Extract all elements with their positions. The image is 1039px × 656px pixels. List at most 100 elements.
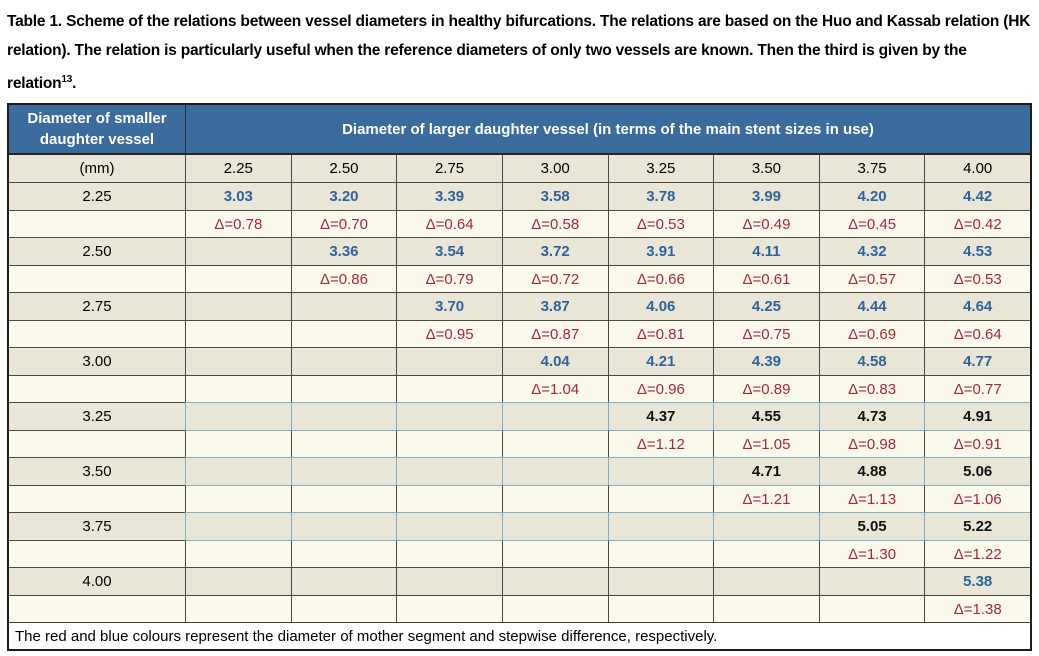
empty-cell: [501, 457, 608, 486]
value-row-3.25: 3.25 4.37 4.55 4.73 4.91: [9, 402, 1030, 431]
stepwise-difference-cell: Δ=0.66: [607, 265, 714, 293]
mother-diameter-cell: 4.58: [818, 347, 925, 376]
stepwise-difference-cell: Δ=0.58: [501, 210, 608, 238]
column-header-3.50: 3.50: [713, 153, 819, 183]
empty-cell: [290, 430, 397, 458]
empty-cell: [818, 567, 925, 596]
row-label-2.75: 2.75: [9, 292, 185, 321]
mother-diameter-cell: 3.99: [713, 182, 819, 211]
caption-text: Table 1. Scheme of the relations between…: [7, 13, 1031, 93]
unit-label: (mm): [9, 153, 185, 183]
empty-cell: [290, 292, 397, 321]
empty-cell: [290, 320, 397, 348]
mother-diameter-cell: 3.03: [185, 182, 291, 211]
mother-diameter-cell: 3.91: [607, 237, 714, 266]
empty-cell: [607, 540, 714, 568]
empty-cell: [501, 430, 608, 458]
empty-cell: [185, 402, 291, 431]
footnote-text: The red and blue colours represent the d…: [9, 622, 1030, 650]
stepwise-difference-cell: Δ=0.72: [501, 265, 608, 293]
empty-cell: [396, 430, 502, 458]
stepwise-difference-cell: Δ=0.91: [924, 430, 1030, 458]
stepwise-difference-cell: Δ=0.53: [924, 265, 1030, 293]
stepwise-difference-cell: Δ=0.53: [607, 210, 714, 238]
empty-cell: [185, 347, 291, 376]
delta-row-3.75: Δ=1.30 Δ=1.22: [9, 540, 1030, 568]
empty-cell: [185, 540, 291, 568]
stepwise-difference-cell: Δ=0.78: [185, 210, 291, 238]
stepwise-difference-cell: Δ=1.12: [607, 430, 714, 458]
value-row-2.50: 2.50 3.36 3.54 3.72 3.91 4.11 4.32 4.53: [9, 237, 1030, 266]
column-header-3.75: 3.75: [818, 153, 925, 183]
empty-label-cell: [9, 485, 185, 513]
row-label-2.50: 2.50: [9, 237, 185, 266]
mother-diameter-cell: 4.73: [818, 402, 925, 431]
value-row-4.00: 4.00 5.38: [9, 567, 1030, 596]
stepwise-difference-cell: Δ=1.05: [713, 430, 819, 458]
empty-cell: [185, 375, 291, 403]
empty-cell: [607, 457, 714, 486]
main-header-larger-daughter: Diameter of larger daughter vessel (in t…: [185, 105, 1030, 154]
value-row-3.75: 3.75 5.05 5.22: [9, 512, 1030, 541]
empty-cell: [185, 320, 291, 348]
row-label-3.50: 3.50: [9, 457, 185, 486]
footnote-row: The red and blue colours represent the d…: [9, 622, 1030, 650]
empty-cell: [396, 402, 502, 431]
empty-cell: [501, 595, 608, 623]
stepwise-difference-cell: Δ=0.98: [818, 430, 925, 458]
empty-cell: [185, 512, 291, 541]
mother-diameter-cell: 4.37: [607, 402, 714, 431]
column-header-2.75: 2.75: [396, 153, 502, 183]
empty-cell: [396, 457, 502, 486]
mother-diameter-cell: 3.78: [607, 182, 714, 211]
mother-diameter-cell: 4.20: [818, 182, 925, 211]
mother-diameter-cell: 4.91: [924, 402, 1030, 431]
empty-cell: [713, 567, 819, 596]
column-header-3.00: 3.00: [501, 153, 608, 183]
empty-cell: [290, 457, 397, 486]
stepwise-difference-cell: Δ=0.64: [396, 210, 502, 238]
stepwise-difference-cell: Δ=0.70: [290, 210, 397, 238]
stepwise-difference-cell: Δ=1.06: [924, 485, 1030, 513]
stepwise-difference-cell: Δ=0.64: [924, 320, 1030, 348]
empty-cell: [713, 512, 819, 541]
empty-cell: [501, 512, 608, 541]
delta-row-3.00: Δ=1.04 Δ=0.96 Δ=0.89 Δ=0.83 Δ=0.77: [9, 375, 1030, 403]
empty-cell: [290, 512, 397, 541]
empty-label-cell: [9, 430, 185, 458]
row-label-3.75: 3.75: [9, 512, 185, 541]
empty-cell: [185, 292, 291, 321]
mother-diameter-cell: 4.06: [607, 292, 714, 321]
empty-cell: [290, 402, 397, 431]
caption-reference-superscript: 13: [61, 74, 73, 85]
empty-cell: [290, 595, 397, 623]
mother-diameter-cell: 4.42: [924, 182, 1030, 211]
unit-row: (mm) 2.25 2.50 2.75 3.00 3.25 3.50 3.75 4.00: [9, 153, 1030, 183]
table-caption: Table 1. Scheme of the relations between…: [0, 0, 1039, 98]
mother-diameter-cell: 5.38: [924, 567, 1030, 596]
empty-cell: [607, 512, 714, 541]
mother-diameter-cell: 5.06: [924, 457, 1030, 486]
stepwise-difference-cell: Δ=1.22: [924, 540, 1030, 568]
value-row-3.00: 3.00 4.04 4.21 4.39 4.58 4.77: [9, 347, 1030, 376]
stepwise-difference-cell: Δ=0.49: [713, 210, 819, 238]
mother-diameter-cell: 3.39: [396, 182, 502, 211]
stepwise-difference-cell: Δ=0.69: [818, 320, 925, 348]
stepwise-difference-cell: Δ=0.79: [396, 265, 502, 293]
stepwise-difference-cell: Δ=0.61: [713, 265, 819, 293]
empty-cell: [185, 265, 291, 293]
bifurcation-diameter-table: Diameter of smaller daughter vessel Diam…: [9, 105, 1030, 650]
mother-diameter-cell: 4.64: [924, 292, 1030, 321]
delta-row-2.50: Δ=0.86 Δ=0.79 Δ=0.72 Δ=0.66 Δ=0.61 Δ=0.57 Δ=0.…: [9, 265, 1030, 293]
mother-diameter-cell: 4.32: [818, 237, 925, 266]
empty-cell: [396, 347, 502, 376]
empty-cell: [501, 540, 608, 568]
stepwise-difference-cell: Δ=1.30: [818, 540, 925, 568]
empty-label-cell: [9, 265, 185, 293]
empty-cell: [185, 237, 291, 266]
empty-cell: [290, 375, 397, 403]
stepwise-difference-cell: Δ=0.77: [924, 375, 1030, 403]
empty-cell: [290, 347, 397, 376]
empty-label-cell: [9, 210, 185, 238]
delta-row-4.00: Δ=1.38: [9, 595, 1030, 623]
